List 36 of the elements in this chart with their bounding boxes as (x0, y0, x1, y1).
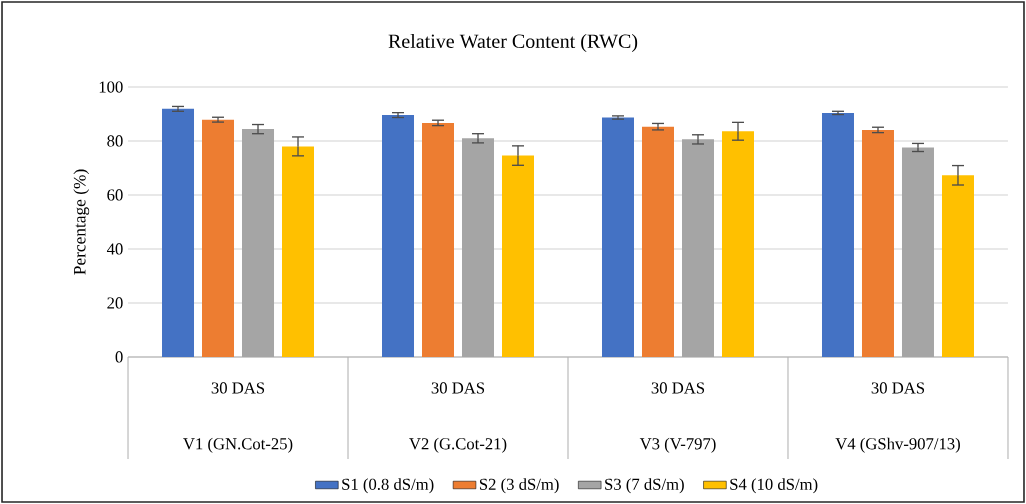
bar (901, 147, 934, 357)
bar (821, 112, 854, 357)
y-tick-label: 80 (107, 135, 123, 147)
bar (162, 108, 195, 357)
x-tick-label: V1 (GN.Cot-25) (183, 437, 293, 453)
text: 30 DAS (651, 382, 705, 394)
x-tick-label: V3 (V-797) (639, 437, 716, 453)
bar (941, 175, 974, 357)
bar (202, 119, 235, 357)
legend-label: S3 (7 dS/m) (605, 478, 684, 494)
bar (502, 155, 534, 357)
x-tick-label: V4 (GShv-907/13) (835, 437, 960, 453)
text: 30 DAS (211, 382, 265, 394)
bar (682, 139, 714, 357)
y-tick-label: 0 (115, 351, 123, 363)
y-tick-label: 40 (106, 243, 123, 255)
bar (382, 115, 415, 357)
chart-title: Relative Water Content (RWC) (388, 33, 638, 53)
bar (861, 129, 894, 357)
bar (242, 129, 275, 357)
y-tick-label: 100 (99, 81, 123, 93)
legend-label: S4 (10 dS/m) (730, 478, 818, 494)
y-axis-title: Percentage (%) (73, 169, 90, 275)
bar (462, 138, 494, 357)
bar (721, 131, 754, 357)
text: 30 DAS (431, 382, 485, 394)
y-tick-label: 20 (107, 297, 123, 309)
legend-label: S2 (3 dS/m) (479, 478, 559, 494)
legend-label: S1 (0.8 dS/m) (342, 478, 434, 494)
bar (422, 122, 454, 357)
bar (602, 117, 634, 357)
y-tick-label: 60 (107, 189, 123, 201)
text: 30 DAS (871, 382, 925, 394)
bar (642, 126, 674, 357)
x-tick-label: V2 (G.Cot-21) (409, 437, 507, 453)
bar (282, 146, 315, 357)
